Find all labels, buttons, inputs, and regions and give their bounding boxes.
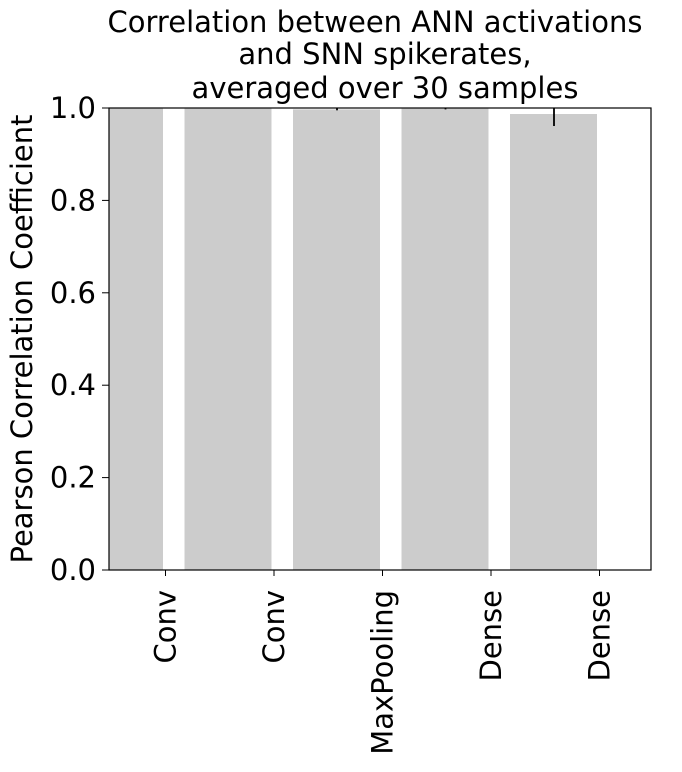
bar-1 — [109, 108, 163, 570]
y-tick-label-6: 1.0 — [50, 91, 96, 125]
bar-4 — [401, 108, 489, 570]
x-tick-label-4: Dense — [474, 590, 508, 682]
chart-title-line-2: and SNN spikerates, — [238, 37, 531, 71]
x-tick-label-1: Conv — [149, 590, 183, 664]
chart-title-line-3: averaged over 30 samples — [192, 71, 579, 105]
plot-frame — [108, 107, 652, 571]
y-tick-label-1: 0.0 — [50, 553, 96, 587]
chart-title-line-1: Correlation between ANN activations — [108, 5, 643, 39]
bar-3 — [293, 109, 380, 571]
y-tick-label-5: 0.8 — [50, 183, 96, 217]
bar-2 — [184, 108, 272, 570]
bar-5 — [510, 114, 597, 571]
chart-title: Correlation between ANN activations and … — [108, 5, 643, 105]
x-axis: Conv Conv MaxPooling Dense Dense — [149, 570, 617, 755]
y-axis-label: Pearson Correlation Coefficient — [5, 114, 39, 563]
y-axis: 0.0 0.2 0.4 0.6 0.8 1.0 — [50, 91, 109, 587]
x-tick-label-5: Dense — [583, 590, 617, 682]
y-tick-label-4: 0.6 — [50, 276, 96, 310]
y-tick-label-3: 0.4 — [50, 368, 96, 402]
bars — [109, 108, 597, 571]
x-tick-label-3: MaxPooling — [366, 590, 400, 755]
x-tick-label-2: Conv — [257, 590, 291, 664]
y-tick-label-2: 0.2 — [50, 461, 96, 495]
